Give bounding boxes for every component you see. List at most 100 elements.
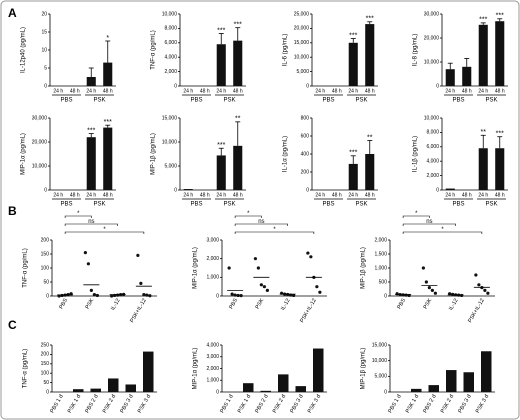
significance-label: *** [349,150,357,157]
data-point [433,291,437,295]
y-tick-label: 100 [41,265,50,271]
y-tick-label: 0 [174,83,177,89]
bar [495,148,505,190]
data-point [139,281,143,285]
bar [86,77,96,86]
data-point [236,293,240,298]
bar [143,351,154,392]
y-tick-label: 2,000 [206,256,219,262]
y-tick-label: 0 [436,187,439,193]
y-axis-label: MIP-1β (pg/mL) [361,247,367,289]
data-point [227,266,231,270]
y-tick-label: 0 [46,293,49,299]
group-label: PBS [322,202,334,208]
significance-bracket [64,231,145,234]
x-tick-label: 24 h [348,192,358,198]
y-tick-label: 30,000 [32,115,48,121]
bar [313,348,324,392]
y-tick-label: 50 [43,279,49,285]
x-tick-label: 24 h [216,88,226,94]
x-tick-label: 24 h [216,192,226,198]
y-tick-label: 500 [379,279,388,285]
x-tick-label: PSK [85,297,96,310]
significance-label: * [106,35,109,42]
significance-label: *** [104,119,112,126]
x-tick-label: 48 h [233,88,243,94]
bar [348,163,358,190]
x-tick-label: PSK [255,297,266,310]
y-tick-label: 6,000 [426,144,439,150]
bar [445,188,455,190]
y-tick-label: 5,000 [296,69,309,75]
y-tick-label: 0 [44,83,47,89]
significance-label: *** [234,22,242,29]
bar [428,385,439,392]
panel-label: C [8,318,17,332]
x-tick-label: IL-12 [110,298,121,312]
y-tick-label: 20 [41,11,47,17]
data-point [404,293,408,297]
significance-bracket [64,223,118,226]
y-tick-label: 20,000 [294,26,310,32]
bar [445,69,455,86]
x-tick-label: 24 h [183,192,193,198]
y-tick-label: 6,000 [164,40,177,46]
x-tick-label: IL-12 [280,298,291,312]
y-tick-label: 30,000 [424,11,440,17]
x-tick-label: 24 h [315,88,325,94]
significance-label: * [415,211,418,217]
x-tick-label: PBS 3 d [457,394,472,414]
y-tick-label: 2,000 [206,366,219,372]
x-tick-label: 24 h [183,88,193,94]
significance-bracket [402,231,483,234]
y-tick-label: 800 [301,115,310,121]
y-tick-label: 20,000 [424,35,440,41]
data-point [148,294,152,298]
y-tick-label: 10,000 [424,59,440,65]
x-tick-label: PBS [58,297,69,310]
bar [463,372,474,392]
y-tick-label: 1,500 [374,251,387,257]
y-tick-label: 10,000 [32,163,48,169]
data-point [292,293,296,298]
bar [103,127,113,190]
x-tick-label: 24 h [445,88,455,94]
x-tick-label: PBS 2 d [254,394,269,414]
group-label: PBS [190,98,202,104]
y-tick-label: 0 [44,187,47,193]
data-point [427,286,431,290]
panel-label: A [8,6,17,20]
significance-bracket [234,215,262,218]
group-label: PBS [60,98,72,104]
y-tick-label: 10,000 [162,11,178,17]
x-tick-label: PBS 3 d [119,394,134,414]
data-point [306,251,310,255]
bar [243,383,254,392]
y-tick-label: 5,000 [164,163,177,169]
data-point [239,294,243,298]
significance-label: ** [235,116,241,123]
y-tick-label: 4,000 [164,55,177,61]
y-axis-label: TNF-α (pg/mL) [23,248,29,287]
data-point [83,251,87,255]
y-tick-label: 8,000 [426,130,439,136]
y-tick-label: 200 [301,169,310,175]
x-tick-label: 24 h [53,192,63,198]
y-tick-label: 10,000 [372,358,388,364]
data-point [262,285,266,289]
significance-bracket [64,215,92,218]
y-tick-label: 10,000 [162,139,178,145]
significance-label: *** [217,27,225,34]
data-point [486,291,490,295]
x-tick-label: PBS 2 d [84,394,99,414]
x-tick-label: PBS 1 d [219,394,234,414]
bar [365,24,375,86]
y-axis-label: MIP-1α (pg/mL) [21,133,27,175]
x-tick-label: IL-12 [448,298,459,312]
x-tick-label: 48 h [462,192,472,198]
y-tick-label: 0 [436,83,439,89]
y-tick-label: 250 [41,342,50,348]
y-tick-label: 15 [41,29,47,35]
x-tick-label: PBS 1 d [49,394,64,414]
